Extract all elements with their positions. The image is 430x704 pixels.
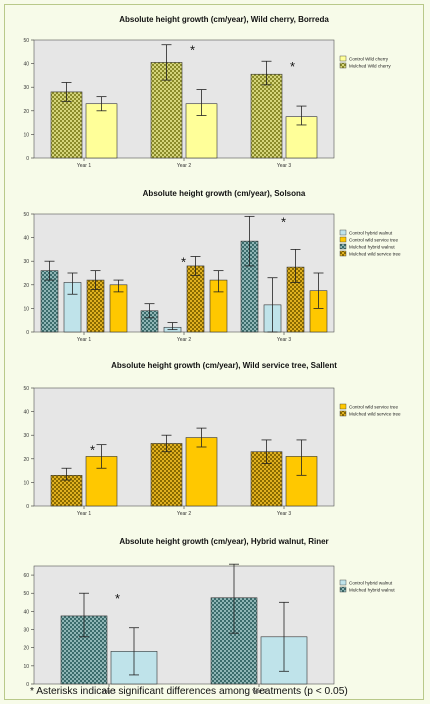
legend-swatch	[339, 250, 347, 257]
bar	[50, 91, 83, 159]
significance-asterisk: *	[181, 254, 186, 269]
legend-swatch	[339, 243, 347, 250]
chart-title: Absolute height growth (cm/year), Wild s…	[111, 361, 337, 370]
chart-1: Absolute height growth (cm/year), Wild c…	[23, 15, 391, 169]
chart-title: Absolute height growth (cm/year), Solson…	[143, 189, 306, 198]
significance-asterisk: *	[190, 43, 195, 58]
bar	[150, 443, 183, 507]
y-tick-label: 40	[23, 236, 29, 242]
y-tick-label: 10	[23, 306, 29, 312]
y-tick-label: 20	[23, 646, 29, 652]
x-tick-label: Year 3	[277, 337, 291, 343]
legend-swatch	[339, 403, 347, 410]
legend-swatch	[339, 586, 347, 593]
significance-asterisk: *	[90, 443, 95, 458]
y-tick-label: 30	[23, 259, 29, 265]
chart-4: Absolute height growth (cm/year), Hybrid…	[23, 537, 395, 695]
y-tick-label: 30	[23, 85, 29, 91]
plot-area	[33, 387, 335, 507]
legend-label: Mulched hybrid walnut	[349, 588, 395, 593]
y-tick-label: 10	[23, 664, 29, 670]
legend-label: Control wild service tree	[349, 238, 398, 243]
legend-label: Mulched Wild cherry	[349, 64, 391, 69]
y-tick-label: 10	[23, 132, 29, 138]
x-tick-label: Year 2	[177, 163, 191, 169]
legend-label: Mulched wild service tree	[349, 252, 401, 257]
significance-asterisk: *	[290, 59, 295, 74]
legend-label: Mulched wild service tree	[349, 412, 401, 417]
legend-swatch	[339, 62, 347, 69]
x-tick-label: Year 1	[77, 337, 91, 343]
x-tick-label: Year 2	[177, 511, 191, 517]
y-tick-label: 20	[23, 457, 29, 463]
x-tick-label: Year 1	[102, 689, 116, 695]
x-tick-label: Year 3	[277, 163, 291, 169]
bar	[186, 265, 205, 333]
legend-label: Control hybrid walnut	[349, 581, 393, 586]
chart-title: Absolute height growth (cm/year), Hybrid…	[119, 537, 328, 546]
legend-label: Control Wild cherry	[349, 57, 389, 62]
y-tick-label: 50	[23, 38, 29, 44]
legend-swatch	[339, 55, 347, 62]
significance-asterisk: *	[281, 214, 286, 229]
legend-label: Control hybrid walnut	[349, 231, 393, 236]
significance-asterisk: *	[115, 591, 120, 606]
legend-swatch	[339, 229, 347, 236]
y-tick-label: 60	[23, 573, 29, 579]
y-tick-label: 30	[23, 628, 29, 634]
legend-swatch	[339, 579, 347, 586]
chart-title: Absolute height growth (cm/year), Wild c…	[119, 15, 329, 24]
x-tick-label: Year 2	[177, 337, 191, 343]
legend-label: Mulched hybrid walnut	[349, 245, 395, 250]
bar	[185, 437, 218, 507]
y-tick-label: 0	[26, 504, 29, 510]
footnote: * Asterisks indicate significant differe…	[30, 686, 348, 697]
y-tick-label: 20	[23, 283, 29, 289]
x-tick-label: Year 1	[77, 511, 91, 517]
legend-label: Control wild service tree	[349, 405, 398, 410]
y-tick-label: 40	[23, 62, 29, 68]
x-tick-label: Year 3	[277, 511, 291, 517]
y-tick-label: 40	[23, 609, 29, 615]
legend-swatch	[339, 410, 347, 417]
bar	[85, 103, 118, 159]
bar	[250, 73, 283, 159]
y-tick-label: 0	[26, 682, 29, 688]
plot-area	[33, 39, 335, 159]
x-tick-label: Year 2	[252, 689, 266, 695]
y-tick-label: 30	[23, 433, 29, 439]
y-tick-label: 50	[23, 591, 29, 597]
y-tick-label: 10	[23, 480, 29, 486]
y-tick-label: 0	[26, 330, 29, 336]
chart-3: Absolute height growth (cm/year), Wild s…	[23, 361, 401, 517]
y-tick-label: 20	[23, 109, 29, 115]
y-tick-label: 50	[23, 212, 29, 218]
x-tick-label: Year 1	[77, 163, 91, 169]
chart-2: Absolute height growth (cm/year), Solson…	[23, 189, 401, 343]
y-tick-label: 40	[23, 410, 29, 416]
legend-swatch	[339, 236, 347, 243]
plot-area	[33, 213, 335, 333]
y-tick-label: 50	[23, 386, 29, 392]
y-tick-label: 0	[26, 156, 29, 162]
